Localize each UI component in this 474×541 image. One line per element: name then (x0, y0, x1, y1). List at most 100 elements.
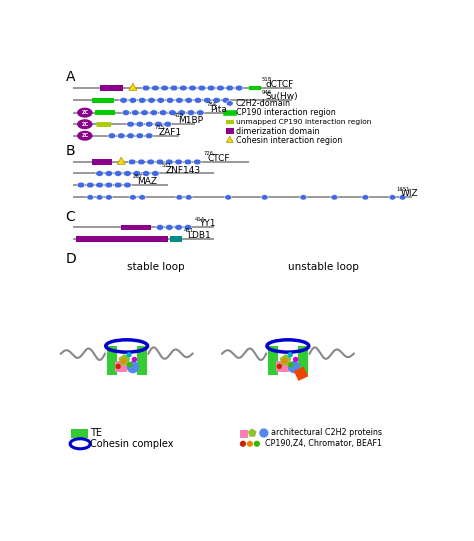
Ellipse shape (175, 225, 182, 230)
Ellipse shape (105, 170, 113, 176)
Text: 946: 946 (262, 90, 272, 95)
Ellipse shape (170, 85, 178, 91)
Ellipse shape (105, 182, 113, 188)
Ellipse shape (136, 121, 144, 127)
Text: 726: 726 (203, 151, 213, 156)
Ellipse shape (108, 133, 116, 138)
Text: 267: 267 (133, 174, 143, 179)
Text: 419: 419 (174, 114, 184, 118)
Polygon shape (118, 354, 130, 365)
Ellipse shape (300, 195, 307, 200)
Bar (268, 346, 278, 375)
Text: C2H2-domain: C2H2-domain (236, 99, 291, 108)
Text: M1BP: M1BP (178, 116, 203, 126)
Text: B: B (65, 144, 75, 158)
Ellipse shape (169, 110, 176, 116)
Text: 784: 784 (207, 102, 217, 107)
Text: Su(Hw): Su(Hw) (265, 93, 298, 101)
Ellipse shape (152, 170, 159, 176)
Ellipse shape (164, 121, 172, 127)
Text: 1651: 1651 (396, 187, 410, 192)
Circle shape (293, 357, 298, 362)
Text: 411: 411 (183, 228, 193, 233)
Text: 518: 518 (262, 77, 272, 82)
Ellipse shape (399, 195, 406, 200)
Ellipse shape (128, 159, 136, 165)
Circle shape (121, 358, 126, 364)
Ellipse shape (87, 195, 94, 200)
Text: ZC: ZC (81, 122, 88, 127)
Ellipse shape (150, 110, 158, 116)
Ellipse shape (193, 159, 201, 165)
Ellipse shape (129, 195, 137, 200)
Text: Pita: Pita (210, 105, 227, 114)
Ellipse shape (235, 85, 243, 91)
Ellipse shape (129, 97, 137, 103)
Polygon shape (129, 83, 137, 90)
Ellipse shape (155, 121, 162, 127)
Ellipse shape (141, 110, 148, 116)
Text: CP190,Z4, Chromator, BEAF1: CP190,Z4, Chromator, BEAF1 (264, 439, 382, 448)
Ellipse shape (187, 110, 195, 116)
Ellipse shape (139, 195, 146, 200)
Ellipse shape (77, 119, 92, 129)
Ellipse shape (196, 110, 204, 116)
Ellipse shape (362, 195, 369, 200)
Circle shape (282, 358, 288, 364)
Ellipse shape (122, 110, 130, 116)
Ellipse shape (77, 131, 92, 141)
Polygon shape (248, 428, 256, 437)
Ellipse shape (127, 133, 135, 138)
Ellipse shape (389, 195, 396, 200)
Bar (71, 429, 88, 438)
Ellipse shape (131, 110, 139, 116)
Bar (137, 346, 147, 375)
Ellipse shape (189, 85, 196, 91)
Ellipse shape (147, 159, 155, 165)
Bar (92, 98, 113, 103)
Ellipse shape (152, 85, 159, 91)
Text: 531: 531 (162, 163, 172, 168)
Ellipse shape (165, 225, 173, 230)
Ellipse shape (176, 195, 183, 200)
Ellipse shape (124, 170, 131, 176)
Ellipse shape (179, 85, 187, 91)
Ellipse shape (138, 97, 146, 103)
Ellipse shape (133, 170, 141, 176)
Ellipse shape (161, 85, 169, 91)
Text: 715: 715 (155, 125, 164, 130)
Ellipse shape (185, 97, 192, 103)
Bar (121, 225, 151, 230)
Polygon shape (226, 136, 233, 142)
Ellipse shape (157, 97, 164, 103)
Text: Cohesin complex: Cohesin complex (90, 439, 174, 449)
Ellipse shape (175, 97, 183, 103)
Circle shape (288, 362, 294, 367)
Ellipse shape (77, 182, 85, 188)
Ellipse shape (198, 85, 206, 91)
Text: A: A (65, 70, 75, 84)
Ellipse shape (142, 85, 150, 91)
Text: unstable loop: unstable loop (288, 262, 359, 272)
Circle shape (127, 361, 139, 373)
Ellipse shape (145, 133, 153, 138)
Ellipse shape (165, 159, 173, 165)
Bar (294, 366, 308, 381)
Circle shape (247, 441, 253, 447)
Ellipse shape (77, 108, 92, 117)
Text: ZC: ZC (81, 110, 88, 115)
Polygon shape (280, 354, 292, 365)
Circle shape (288, 352, 293, 358)
Circle shape (288, 361, 300, 373)
Text: unmapped CP190 interaction region: unmapped CP190 interaction region (236, 119, 372, 125)
Ellipse shape (159, 110, 167, 116)
Text: dimerization domain: dimerization domain (236, 127, 319, 136)
Ellipse shape (213, 97, 220, 103)
Bar (276, 361, 289, 372)
Text: MAZ: MAZ (137, 177, 157, 186)
Ellipse shape (96, 170, 103, 176)
Ellipse shape (207, 85, 215, 91)
Circle shape (126, 352, 132, 358)
Bar (170, 236, 182, 242)
Ellipse shape (118, 133, 125, 138)
